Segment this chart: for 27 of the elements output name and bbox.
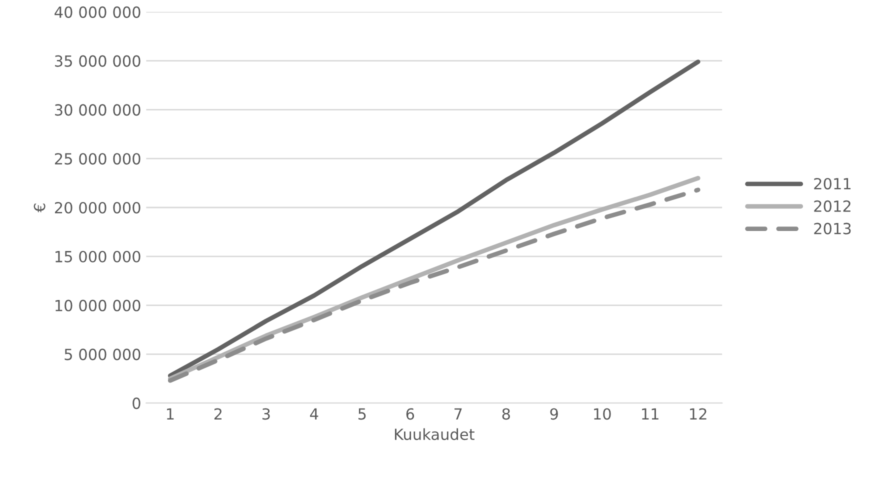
legend-label: 2012 bbox=[814, 200, 850, 212]
y-axis-title: € bbox=[34, 204, 46, 212]
y-tick-label: 30 000 000 bbox=[55, 104, 140, 116]
x-tick-label: 4 bbox=[310, 408, 318, 420]
y-tick-label: 35 000 000 bbox=[55, 55, 140, 67]
x-tick-label: 10 bbox=[594, 408, 611, 420]
y-tick-label: 40 000 000 bbox=[54, 6, 140, 18]
x-axis-title: Kuukaudet bbox=[394, 428, 474, 440]
y-tick-label: 0 bbox=[132, 398, 140, 410]
x-tick-label: 12 bbox=[690, 408, 706, 420]
x-tick-label: 3 bbox=[262, 408, 270, 420]
x-tick-label: 1 bbox=[167, 408, 174, 420]
line-series bbox=[168, 60, 700, 378]
y-tick-label: 20 000 000 bbox=[54, 202, 140, 214]
y-tick-label: 25 000 000 bbox=[54, 153, 140, 165]
y-tick-label: 5 000 000 bbox=[64, 348, 140, 360]
x-tick-label: 11 bbox=[642, 408, 658, 420]
x-tick-label: 8 bbox=[502, 408, 510, 420]
legend-label: 2011 bbox=[814, 178, 851, 190]
x-tick-label: 7 bbox=[454, 408, 462, 420]
x-tick-label: 9 bbox=[550, 408, 558, 420]
x-tick-label: 5 bbox=[358, 408, 366, 420]
y-tick-label: 10 000 000 bbox=[56, 300, 140, 312]
y-tick-label: 15 000 000 bbox=[56, 250, 140, 262]
legend-label: 2013 bbox=[814, 222, 851, 234]
x-tick-label: 2 bbox=[214, 408, 222, 420]
x-tick-label: 6 bbox=[406, 408, 414, 420]
